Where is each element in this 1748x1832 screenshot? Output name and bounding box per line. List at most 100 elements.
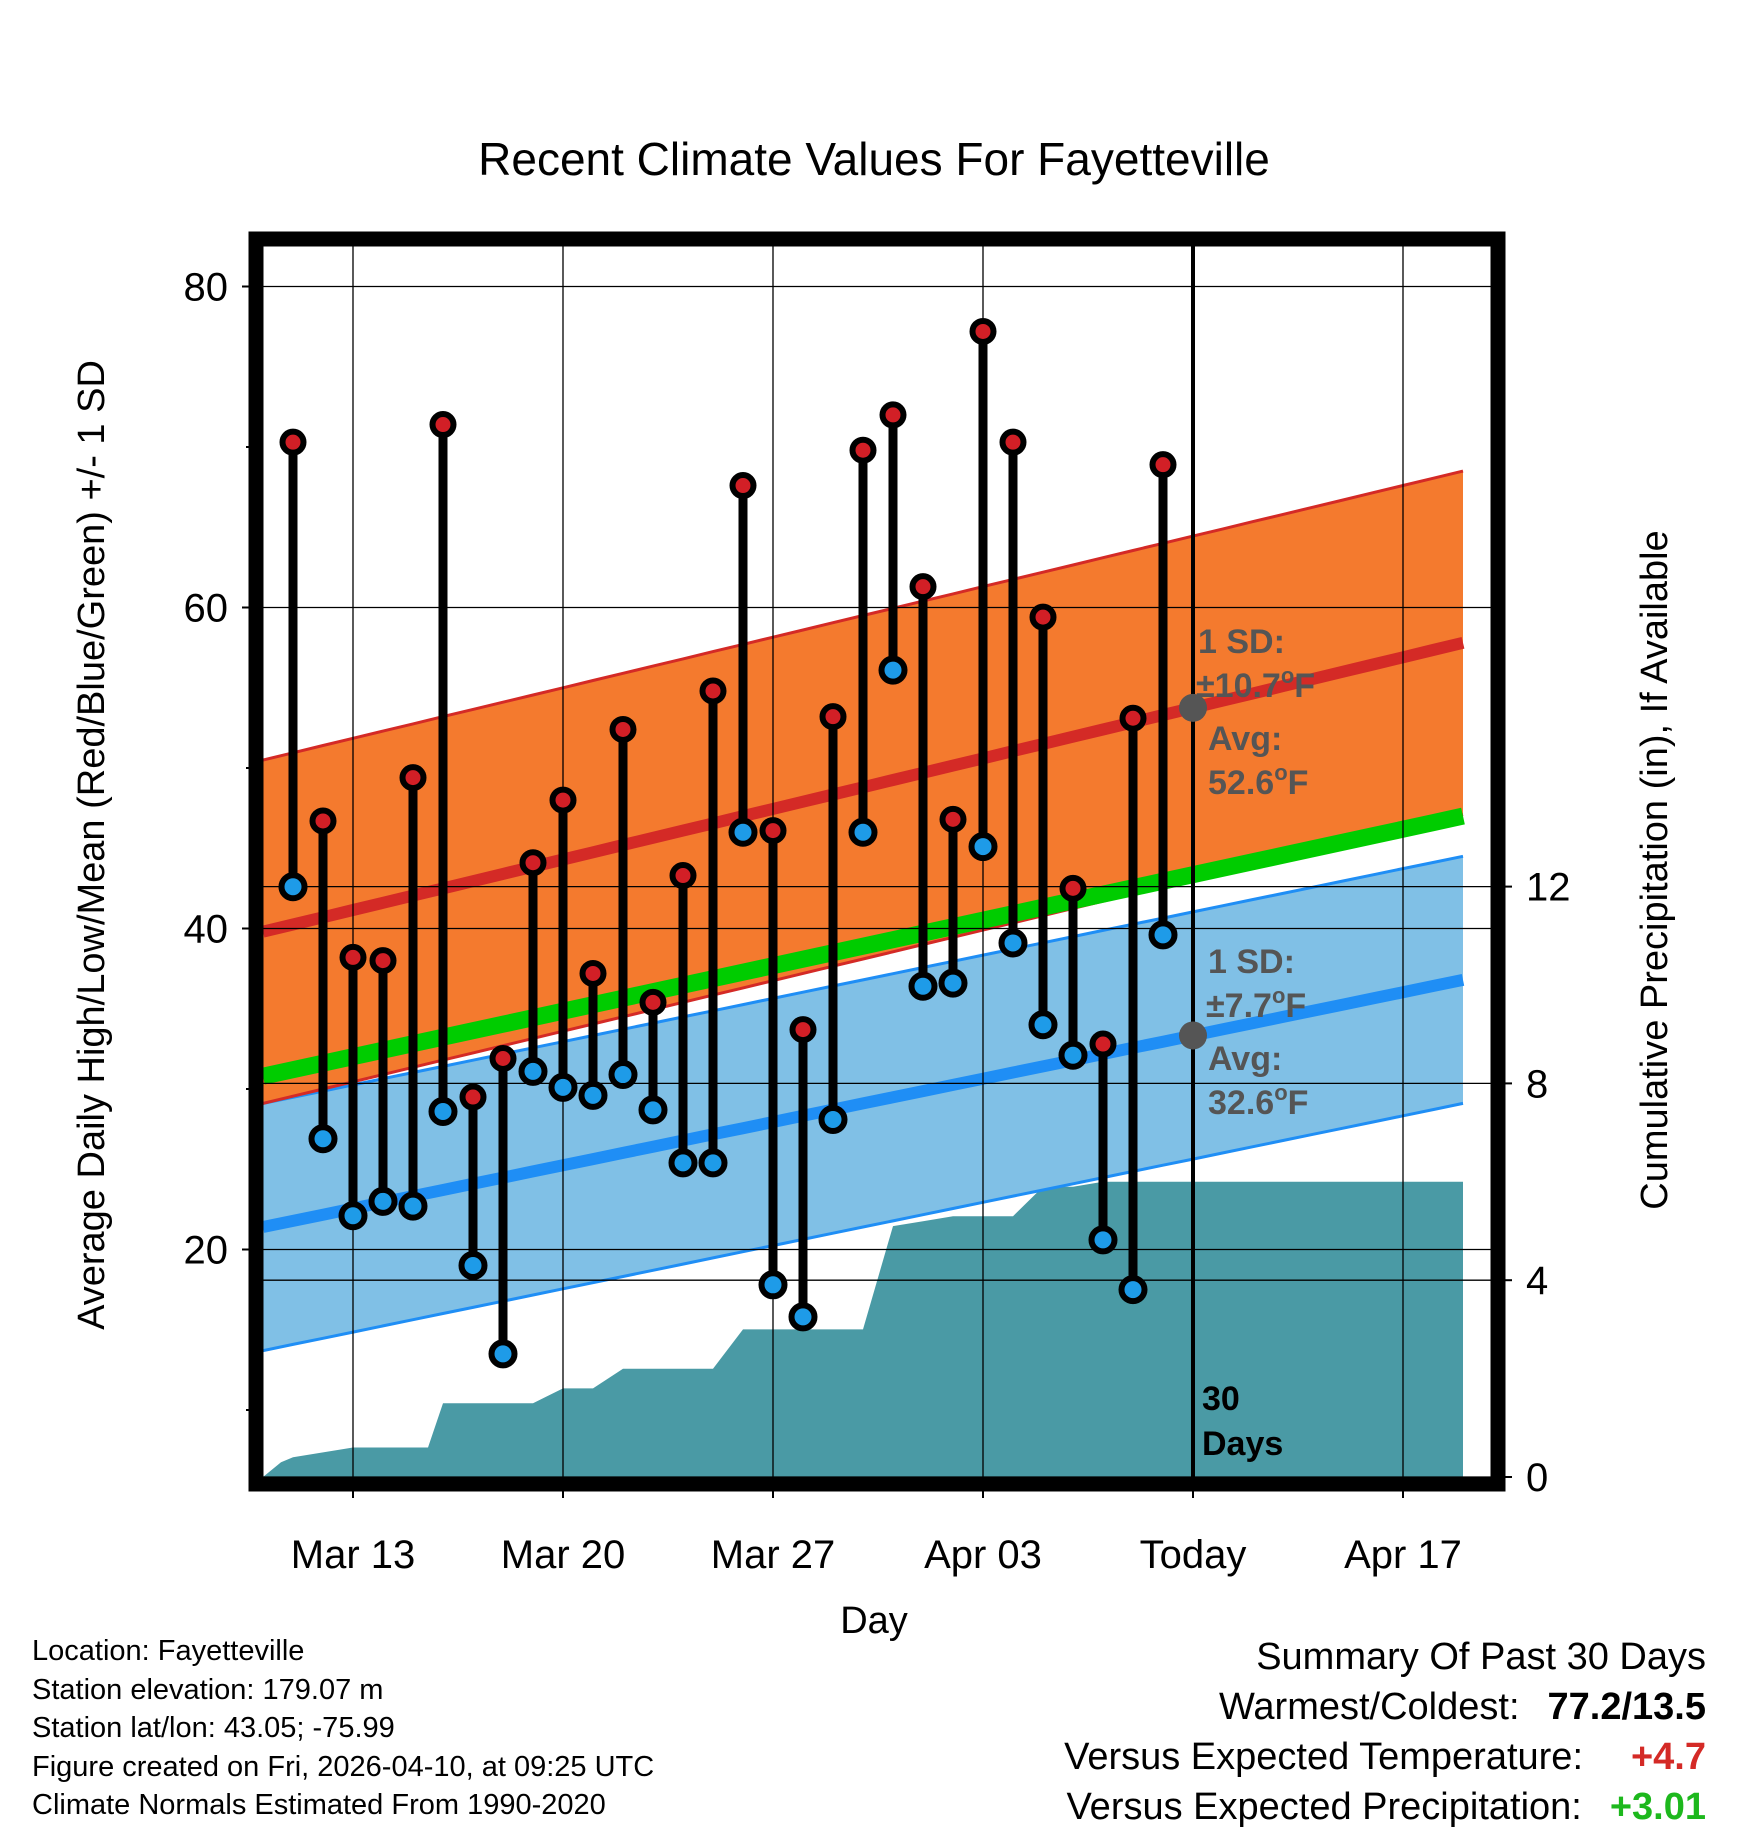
high-point — [519, 849, 547, 877]
high-point — [789, 1016, 817, 1044]
high-point — [729, 472, 757, 500]
high-point — [279, 428, 307, 456]
annotations: 1 SD: ±10.7oF Avg: 52.6oF 1 SD: ±7.7oF A… — [1196, 623, 1315, 1463]
precip-label: Versus Expected Precipitation: — [1066, 1786, 1582, 1828]
today-high-avg-marker — [1179, 693, 1207, 722]
y-axis-label: Average Daily High/Low/Mean (Red/Blue/Gr… — [71, 360, 113, 1330]
y2-tick-label: 0 — [1526, 1456, 1548, 1500]
high-point — [369, 947, 397, 975]
high-point — [489, 1045, 517, 1073]
y-tick-label: 20 — [184, 1229, 229, 1273]
high-point — [939, 805, 967, 833]
normal-low-upper-edge — [263, 854, 1464, 1105]
low-avg-label: Avg: — [1208, 1040, 1282, 1078]
low-point — [578, 1080, 608, 1110]
x-tick-label: Today — [1140, 1533, 1247, 1577]
low-point — [458, 1251, 488, 1281]
y2-tick-label: 4 — [1526, 1259, 1548, 1303]
y2-tick-label: 8 — [1526, 1062, 1548, 1106]
y-tick-label: 60 — [184, 587, 229, 631]
high-point — [909, 573, 937, 601]
high-point — [849, 436, 877, 464]
low-point — [548, 1072, 578, 1102]
low-point — [908, 971, 938, 1001]
low-point — [1028, 1010, 1058, 1040]
low-point — [728, 817, 758, 847]
high-point — [399, 764, 427, 792]
y2-tick-label: 12 — [1526, 866, 1571, 910]
high-point — [759, 817, 787, 845]
high-point — [1119, 704, 1147, 732]
high-point — [429, 411, 457, 439]
high-point — [699, 677, 727, 705]
high-point — [819, 703, 847, 731]
high-point — [1149, 451, 1177, 479]
low-point — [758, 1270, 788, 1300]
low-point — [488, 1339, 518, 1369]
temp-label: Versus Expected Temperature: — [1064, 1736, 1583, 1778]
station-info: Location: Fayetteville Station elevation… — [32, 1632, 654, 1825]
high-avg-label: Avg: — [1208, 720, 1282, 758]
high-point — [1059, 874, 1087, 902]
y2-axis-label: Cumulative Precipitation (in), If Availa… — [1634, 530, 1676, 1209]
low-point — [308, 1124, 338, 1154]
low-point — [848, 817, 878, 847]
warmest-label: Warmest/Coldest: — [1218, 1686, 1520, 1728]
low-point — [668, 1148, 698, 1178]
summary-temp-row: Versus Expected Temperature: +4.7 — [1064, 1732, 1706, 1782]
low-point — [698, 1148, 728, 1178]
high-point — [459, 1083, 487, 1111]
high-point — [309, 807, 337, 835]
x-tick-label: Mar 13 — [291, 1533, 416, 1577]
low-point — [938, 968, 968, 998]
low-point — [818, 1104, 848, 1134]
high-point — [1029, 603, 1057, 631]
high-point — [999, 428, 1027, 456]
low-point — [1058, 1040, 1088, 1070]
low-point — [398, 1191, 428, 1221]
window-days-number: 30 — [1202, 1380, 1240, 1418]
summary-heading: Summary Of Past 30 Days — [1064, 1632, 1706, 1682]
created-text: Figure created on Fri, 2026-04-10, at 09… — [32, 1750, 655, 1783]
today-low-avg-marker — [1179, 1021, 1207, 1050]
low-point — [608, 1060, 638, 1090]
high-point — [609, 715, 637, 743]
high-point — [669, 862, 697, 890]
high-point — [1089, 1030, 1117, 1058]
high-sd-value: ±10.7oF — [1196, 663, 1315, 705]
low-point — [968, 832, 998, 862]
normal-mean-line — [263, 807, 1465, 1085]
plot-border — [248, 231, 1506, 1492]
summary-precip-row: Versus Expected Precipitation: +3.01 — [1064, 1782, 1706, 1832]
low-point — [998, 928, 1028, 958]
high-avg-value: 52.6oF — [1208, 760, 1308, 802]
low-avg-value: 32.6oF — [1208, 1080, 1308, 1122]
high-point — [879, 401, 907, 429]
low-point — [368, 1186, 398, 1216]
location-text: Location: Fayetteville — [32, 1635, 305, 1667]
high-sd-label: 1 SD: — [1198, 623, 1285, 661]
high-point — [639, 988, 667, 1016]
summary-heading-text: Summary Of Past 30 Days — [1256, 1636, 1706, 1678]
normal-low-line — [263, 974, 1465, 1233]
summary-panel: Summary Of Past 30 Days Warmest/Coldest:… — [1064, 1632, 1706, 1832]
low-point — [278, 872, 308, 902]
x-tick-label: Mar 20 — [501, 1533, 626, 1577]
low-point — [1118, 1275, 1148, 1305]
high-point — [579, 959, 607, 987]
latlon-text: Station lat/lon: 43.05; -75.99 — [32, 1712, 395, 1744]
plot-frame — [248, 231, 1506, 1492]
y-tick-label: 80 — [184, 266, 229, 310]
x-tick-label: Mar 27 — [711, 1533, 836, 1577]
low-point — [1088, 1225, 1118, 1255]
elevation-text: Station elevation: 179.07 m — [32, 1673, 384, 1706]
low-point — [518, 1056, 548, 1086]
low-point — [428, 1096, 458, 1126]
plot-area — [263, 246, 1491, 1477]
summary-warmest-row: Warmest/Coldest: 77.2/13.5 — [1064, 1682, 1706, 1732]
low-sd-label: 1 SD: — [1208, 943, 1295, 981]
high-point — [339, 943, 367, 971]
low-point — [338, 1201, 368, 1231]
y-tick-label: 40 — [184, 908, 229, 952]
